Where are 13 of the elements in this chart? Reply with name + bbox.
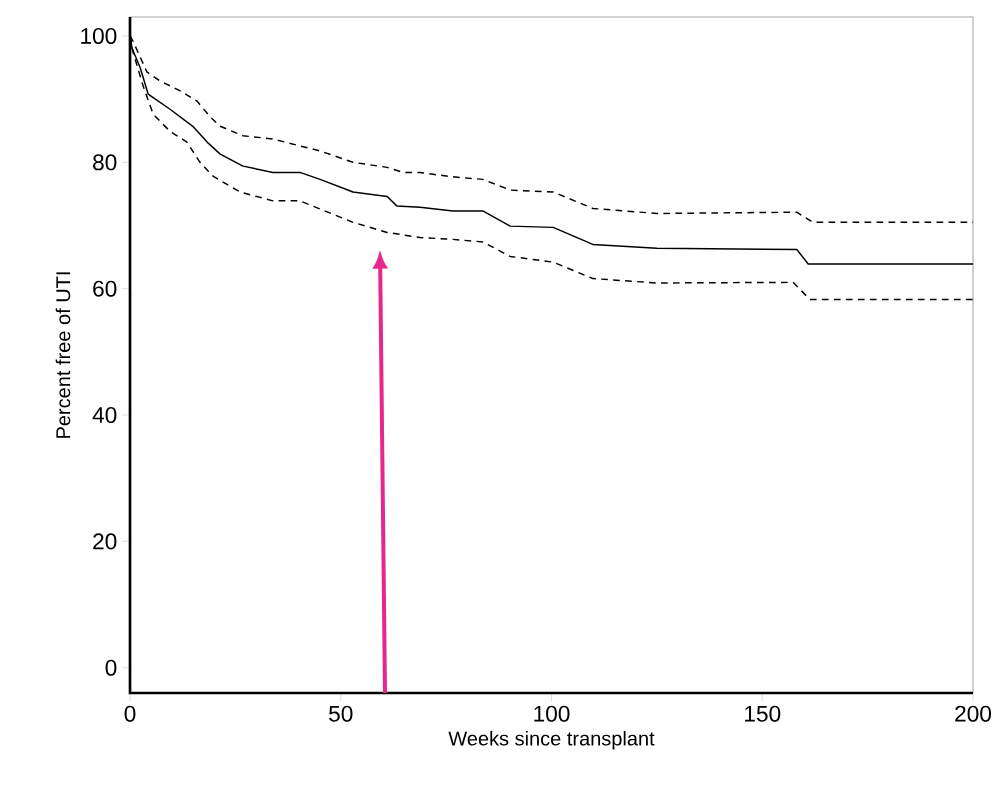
x-tick-label: 200 — [955, 705, 992, 722]
x-tick-label: 100 — [534, 705, 570, 722]
y-tick-label: 20 — [93, 533, 117, 550]
x-tick-label: 50 — [329, 705, 353, 722]
x-axis-title: Weeks since transplant — [448, 730, 655, 750]
y-tick-label: 100 — [81, 27, 117, 44]
x-tick-label: 0 — [124, 705, 136, 722]
y-axis-title: Percent free of UTI — [55, 272, 71, 438]
y-tick-label: 80 — [93, 154, 117, 171]
y-tick-label: 40 — [92, 406, 117, 424]
x-tick-label: 150 — [745, 705, 781, 722]
y-tick-label: 60 — [93, 280, 117, 297]
y-tick-label: 0 — [105, 659, 117, 676]
